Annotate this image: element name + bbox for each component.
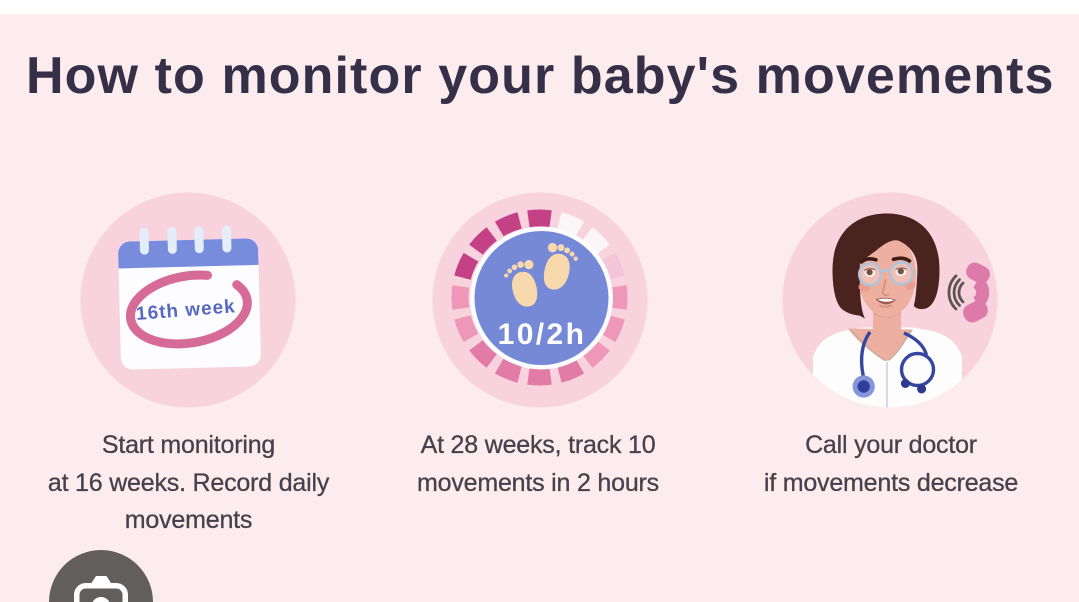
svg-text:10/2h: 10/2h xyxy=(498,318,587,351)
